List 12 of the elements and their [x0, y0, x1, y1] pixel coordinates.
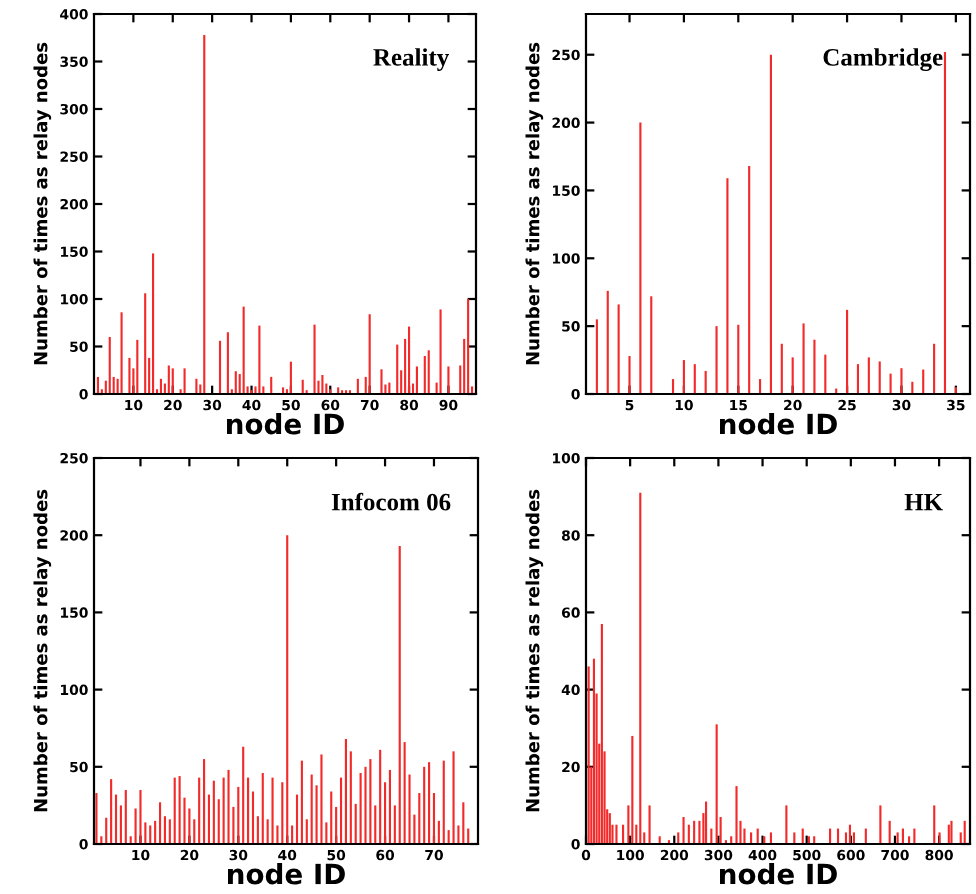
x-axis-title: node ID [720, 863, 837, 885]
y-axis-title: Number of times as relay nodes [525, 489, 544, 812]
x-axis-title: node ID [720, 413, 837, 435]
text: HK [904, 493, 943, 511]
text: Reality [373, 48, 450, 71]
x-axis-title: node ID [228, 863, 345, 885]
text: Infocom 06 [331, 492, 451, 511]
y-axis-title: Number of times as relay nodes [33, 489, 52, 812]
text: Cambridge [823, 48, 943, 72]
y-axis-title: Number of times as relay nodes [525, 42, 544, 365]
y-axis-title: Number of times as relay nodes [33, 42, 52, 365]
x-axis-title: node ID [227, 413, 344, 435]
